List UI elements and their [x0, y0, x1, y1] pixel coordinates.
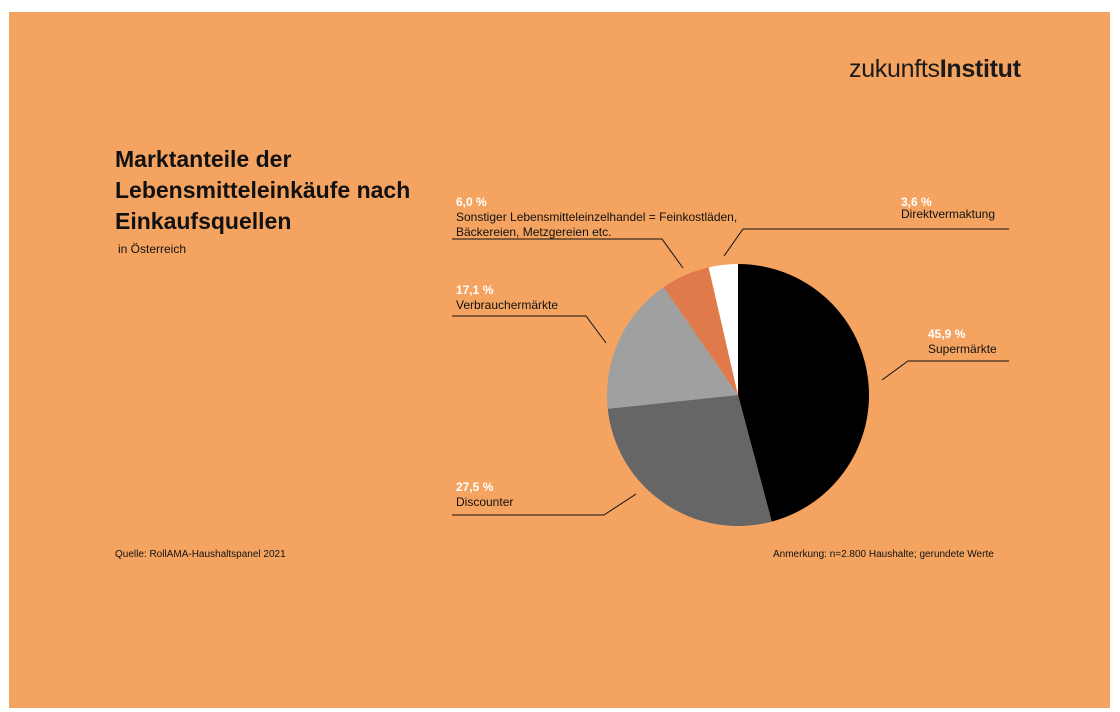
slice-name-label-3-0: Sonstiger Lebensmitteleinzelhandel = Fei…: [456, 210, 737, 224]
slice-value-label-3: 6,0 %: [456, 195, 487, 209]
slice-name-label-4: Direktvermaktung: [901, 207, 995, 221]
slice-name-label-2: Verbrauchermärkte: [456, 298, 558, 312]
brand-logo: zukunftsInstitut: [849, 55, 1021, 84]
slice-value-label-2: 17,1 %: [456, 283, 494, 297]
leader-line-3: [452, 238, 684, 269]
chart-panel: [9, 12, 1110, 708]
source-note: Quelle: RollAMA-Haushaltspanel 2021: [115, 549, 286, 560]
chart-subtitle: in Österreich: [118, 242, 187, 256]
slice-name-label-0: Supermärkte: [928, 342, 997, 356]
leader-line-1: [452, 493, 637, 516]
leader-line-2: [452, 315, 607, 344]
pie-slice-4: [708, 264, 738, 395]
leader-line-0: [881, 360, 1009, 381]
slice-value-label-4: 3,6 %: [901, 195, 932, 209]
pie-slice-1: [607, 395, 772, 526]
footnote: Anmerkung: n=2.800 Haushalte; gerundete …: [773, 549, 994, 560]
chart-title: Marktanteile der Lebensmitteleinkäufe na…: [115, 146, 411, 234]
slice-value-label-1: 27,5 %: [456, 480, 494, 494]
slice-name-label-1: Discounter: [456, 495, 513, 509]
pie-slice-0: [738, 264, 870, 522]
pie-slice-3: [663, 267, 738, 395]
slice-value-label-0: 45,9 %: [928, 327, 966, 341]
brand-logo-light: zukunfts: [849, 55, 940, 83]
brand-logo-bold: Institut: [939, 55, 1021, 83]
slice-name-label-3-1: Bäckereien, Metzgereien etc.: [456, 225, 611, 239]
pie-slice-2: [607, 287, 738, 409]
leader-line-4: [723, 228, 1009, 257]
